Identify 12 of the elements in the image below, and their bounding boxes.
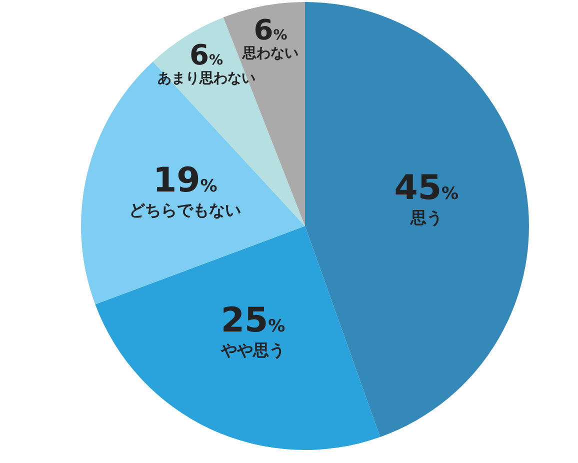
slice-label: やや思う xyxy=(220,340,286,360)
data-label: 6% xyxy=(190,38,224,72)
data-label: 19% xyxy=(152,160,218,201)
pie-slice xyxy=(305,2,529,438)
data-label: 6% xyxy=(254,13,288,46)
data-label: 25% xyxy=(220,300,286,341)
pie-slice xyxy=(95,226,380,450)
slice-label: 思わない xyxy=(242,45,299,62)
data-label: 45% xyxy=(394,168,459,208)
slice-label: どちらでもない xyxy=(129,200,242,220)
slice-label: あまり思わない xyxy=(157,70,256,86)
slice-label: 思う xyxy=(409,208,442,228)
